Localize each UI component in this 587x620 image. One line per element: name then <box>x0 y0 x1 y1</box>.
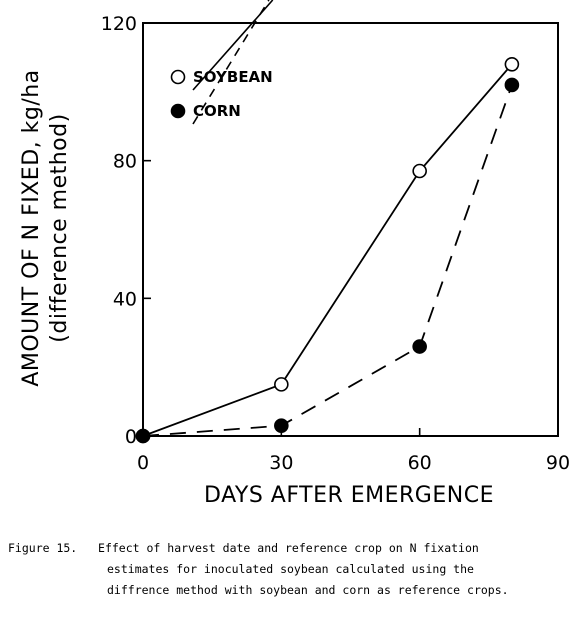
chart-area: 0 30 60 90 0 40 80 120 SOYBEAN CORN DAYS AFTER E… <box>19 0 570 508</box>
data-point-corn <box>504 77 520 93</box>
y-axis-sublabel: (difference method) <box>47 113 72 342</box>
series-lines <box>142 63 513 437</box>
caption-line-3: diffrence method with soybean and corn a… <box>107 583 509 597</box>
x-tick-label: 60 <box>408 452 432 474</box>
axis-ticks: 0 30 60 90 0 40 80 120 <box>101 13 570 474</box>
y-tick-label: 80 <box>113 151 137 173</box>
figure-caption: Figure 15. Effect of harvest date and re… <box>8 538 583 601</box>
legend: SOYBEAN CORN <box>170 0 274 125</box>
x-axis-label: DAYS AFTER EMERGENCE <box>204 483 494 508</box>
plot-frame <box>142 22 559 437</box>
y-tick-label: 40 <box>113 288 137 310</box>
data-point-corn <box>412 339 427 354</box>
data-point-corn <box>135 428 151 444</box>
caption-label: Figure 15. <box>8 541 78 555</box>
axis-labels: DAYS AFTER EMERGENCE AMOUNT OF N FIXED, … <box>19 69 494 508</box>
series-line-soybean <box>142 63 513 437</box>
data-point-soybean <box>504 57 520 72</box>
x-tick-label: 30 <box>269 452 293 474</box>
data-point-soybean <box>274 377 289 392</box>
x-tick-label: 0 <box>137 452 149 474</box>
legend-marker-corn <box>170 103 186 119</box>
legend-line-corn <box>192 0 270 125</box>
legend-line-soybean <box>192 0 274 91</box>
series-line-corn <box>142 84 513 437</box>
caption-line-1: Effect of harvest date and reference cro… <box>98 541 479 555</box>
y-axis-label: AMOUNT OF N FIXED, kg/ha <box>19 69 44 386</box>
data-point-corn <box>274 418 289 433</box>
y-tick-label: 0 <box>125 426 137 448</box>
y-tick-label: 120 <box>101 13 137 35</box>
legend-label-soybean: SOYBEAN <box>193 68 273 86</box>
legend-label-corn: CORN <box>193 102 241 120</box>
data-point-soybean <box>412 163 427 179</box>
series-points <box>135 57 520 444</box>
caption-line-2: estimates for inoculated soybean calcula… <box>107 562 474 576</box>
legend-marker-soybean <box>170 69 186 85</box>
plot-border <box>142 22 559 437</box>
x-tick-label: 90 <box>546 452 570 474</box>
